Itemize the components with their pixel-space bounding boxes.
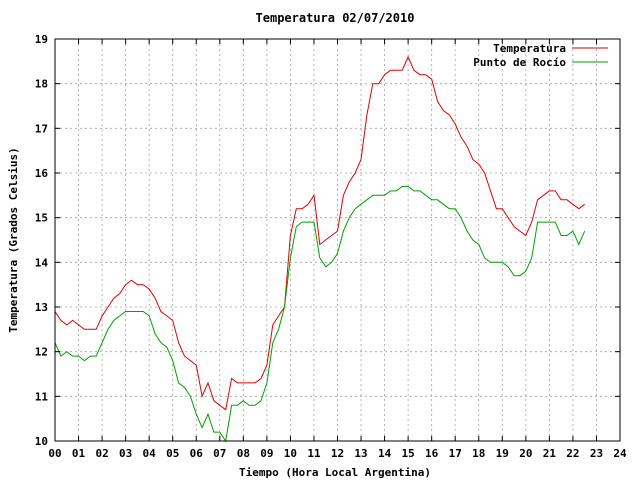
x-tick-label: 00 [48,447,61,460]
x-tick-label: 06 [190,447,204,460]
y-tick-label: 16 [35,167,49,180]
x-tick-label: 02 [95,447,108,460]
y-tick-label: 11 [35,390,49,403]
x-axis-label: Tiempo (Hora Local Argentina) [239,466,431,479]
y-tick-label: 13 [35,301,48,314]
x-tick-label: 04 [143,447,157,460]
x-tick-label: 13 [354,447,367,460]
x-tick-label: 22 [566,447,579,460]
x-tick-label: 15 [402,447,415,460]
x-tick-label: 05 [166,447,179,460]
series-line-temperatura [54,55,585,411]
x-tick-label: 19 [496,447,509,460]
legend-label: Temperatura [493,42,566,55]
x-tick-label: 18 [472,447,485,460]
x-tick-label: 01 [72,447,86,460]
y-tick-label: 10 [35,435,48,448]
y-axis-label: Temperatura (Grados Celsius) [7,147,20,332]
ticks [54,38,621,442]
x-tick-label: 11 [307,447,321,460]
x-tick-label: 12 [331,447,344,460]
x-tick-label: 09 [260,447,273,460]
x-tick-label: 10 [284,447,297,460]
x-tick-label: 16 [425,447,439,460]
series-lines [54,55,586,443]
x-tick-label: 07 [213,447,226,460]
x-tick-label: 03 [119,447,132,460]
y-tick-label: 12 [35,346,48,359]
x-tick-label: 21 [543,447,557,460]
tick-labels: 00 01 02 03 04 05 06 07 08 09 10 11 12 13 14 15 16 17 18 19… [35,33,627,460]
y-tick-label: 18 [35,78,48,91]
x-tick-label: 24 [613,447,627,460]
y-tick-label: 14 [35,256,49,269]
series-line-punto-de-rocio [54,185,586,443]
chart-title: Temperatura 02/07/2010 [256,11,415,25]
y-tick-label: 15 [35,212,48,225]
legend-label: Punto de Rocío [473,56,566,69]
y-tick-label: 19 [35,33,48,46]
x-tick-label: 23 [590,447,603,460]
x-tick-label: 20 [519,447,532,460]
x-tick-label: 14 [378,447,392,460]
y-tick-label: 17 [35,122,48,135]
grid [55,39,620,441]
x-tick-label: 08 [237,447,250,460]
x-tick-label: 17 [449,447,462,460]
